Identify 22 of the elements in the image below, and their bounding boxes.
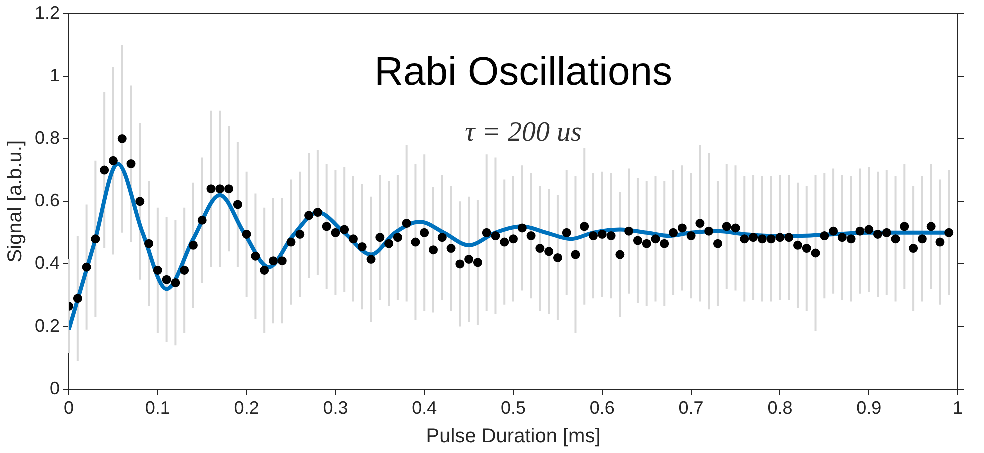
x-axis-title: Pulse Duration [ms] (426, 426, 601, 448)
y-tick-label: 0.4 (34, 253, 60, 274)
x-tick-label: 0.3 (323, 398, 348, 418)
y-axis-title: Signal [a.b.u.] (4, 140, 27, 263)
x-tick-label: 0.7 (678, 398, 704, 418)
x-tick-label: 0.6 (590, 398, 615, 418)
x-tick-label: 0.2 (234, 398, 260, 418)
y-tick-label: 0.2 (34, 316, 60, 336)
x-tick-label: 0.8 (768, 398, 793, 418)
y-tick-label: 1.2 (34, 2, 60, 23)
y-tick-label: 1 (50, 65, 60, 86)
y-tick-label: 0.6 (34, 190, 60, 211)
x-tick-label: 0.1 (145, 398, 170, 418)
x-tick-label: 0.5 (500, 398, 526, 418)
x-tick-label: 1 (952, 398, 964, 418)
x-tick-label: 0.4 (412, 398, 438, 418)
annotation: τ = 200 us (465, 117, 582, 148)
y-tick-label: 0 (50, 378, 60, 398)
x-tick-label: 0.9 (856, 398, 882, 418)
y-tick-label: 0.8 (34, 128, 60, 148)
text: Rabi Oscillations (374, 50, 672, 94)
x-tick-label: 0 (64, 398, 74, 418)
